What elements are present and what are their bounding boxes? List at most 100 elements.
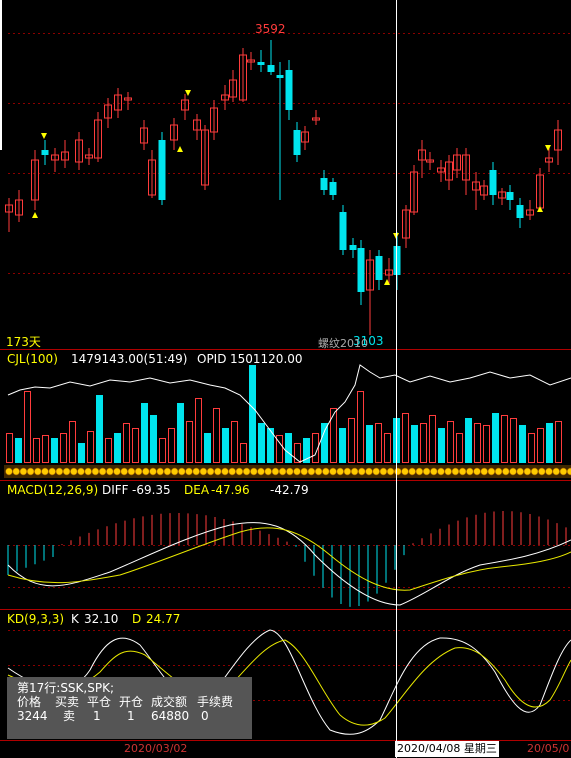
cjl-indicator-name[interactable]: CJL(100) [7, 352, 58, 366]
kd-indicator-name[interactable]: KD(9,3,3) [7, 612, 65, 626]
band-dot [271, 467, 280, 476]
candle-body [462, 154, 470, 181]
volume-bar [114, 433, 121, 463]
volume-bar [249, 365, 256, 463]
band-dot [394, 467, 402, 476]
volume-bar [33, 438, 40, 463]
candle-body [85, 154, 93, 159]
candle-body [210, 107, 218, 133]
candle-body [257, 62, 265, 65]
band-dot [34, 467, 42, 476]
band-dot [163, 467, 172, 476]
candle-body [158, 140, 166, 200]
band-dot [473, 467, 481, 476]
volume-bar [519, 425, 526, 463]
candle-body [445, 161, 453, 181]
band-dot [559, 467, 568, 476]
candle-body [61, 151, 69, 161]
candle-body [51, 154, 59, 161]
macd-indicator-name[interactable]: MACD(12,26,9) [7, 483, 99, 497]
candle-body [170, 124, 178, 141]
volume-bar [330, 408, 337, 463]
candle-body [181, 99, 189, 111]
band-dot [408, 467, 416, 476]
candle-body [247, 59, 255, 63]
band-dot [566, 467, 571, 476]
volume-bar [312, 433, 319, 463]
band-dot [113, 467, 121, 476]
dea-label: DEA [184, 483, 210, 497]
candle-body [15, 199, 23, 216]
contract-watermark: 螺纹2010 [318, 337, 368, 350]
volume-bar [15, 438, 22, 463]
volume-bar [204, 433, 211, 463]
band-dot [502, 467, 510, 476]
band-dot [26, 467, 35, 476]
band-dot [41, 467, 49, 476]
candle-body [418, 149, 426, 161]
candle-body [301, 131, 309, 143]
candle-body [366, 259, 374, 291]
band-dot [228, 467, 236, 476]
band-dot [55, 467, 64, 476]
volume-bar [510, 418, 517, 463]
band-dot [379, 467, 388, 476]
band-dot [178, 467, 186, 476]
volume-bar [456, 433, 463, 463]
volume-bar [87, 431, 94, 463]
band-dot [142, 467, 150, 476]
volume-bar [438, 428, 445, 463]
days-count-label: 173天 [6, 335, 41, 349]
volume-bar [168, 428, 175, 463]
volume-bar [213, 408, 220, 463]
grid-lines [8, 33, 571, 701]
band-dot [70, 467, 78, 476]
band-dot [523, 467, 532, 476]
candle-body [5, 204, 13, 213]
header-side: 买卖 [55, 695, 80, 709]
volume-bar [24, 391, 31, 463]
header-close: 平仓 [87, 695, 112, 709]
volume-bar [222, 428, 229, 463]
band-dot [480, 467, 488, 476]
candle-body [554, 129, 562, 151]
volume-bar [447, 421, 454, 463]
band-dot [358, 467, 366, 476]
trade-info-box: 第17行:SSK,SPK; 价格 买卖 平仓 开仓 成交额 手续费 3244 卖… [7, 677, 252, 739]
volume-bar [240, 443, 247, 463]
candlestick-series [5, 40, 562, 335]
volume-bar [528, 433, 535, 463]
volume-bar [195, 398, 202, 463]
candle-body [516, 205, 524, 218]
candle-body [124, 97, 132, 101]
value-fee: 0 [201, 709, 209, 723]
volume-bar [96, 395, 103, 463]
diff-line [7, 522, 571, 606]
band-dot [106, 467, 114, 476]
volume-bar [384, 433, 391, 463]
band-dot [314, 467, 323, 476]
candle-body [41, 150, 49, 155]
volume-bar [474, 423, 481, 463]
band-dot [322, 467, 330, 476]
volume-bar [69, 421, 76, 463]
band-dot [552, 467, 560, 476]
candle-body [357, 248, 365, 292]
signal-arrow [384, 279, 390, 285]
opid-label: OPID [197, 352, 227, 366]
band-dot [437, 467, 445, 476]
volume-bar [483, 425, 490, 463]
dea-value: -47.96 [211, 483, 250, 497]
volume-bar [429, 415, 436, 463]
value-close: 1 [93, 709, 101, 723]
band-dot [466, 467, 474, 476]
cjl-volume-value: 1479143.00(51:49) [71, 352, 188, 366]
volume-bar [492, 413, 499, 463]
signal-arrow [545, 145, 551, 151]
volume-bar [321, 423, 328, 463]
candle-body [320, 178, 328, 190]
value-side: 卖 [63, 709, 76, 723]
volume-bar [375, 423, 382, 463]
candle-body [545, 157, 553, 163]
